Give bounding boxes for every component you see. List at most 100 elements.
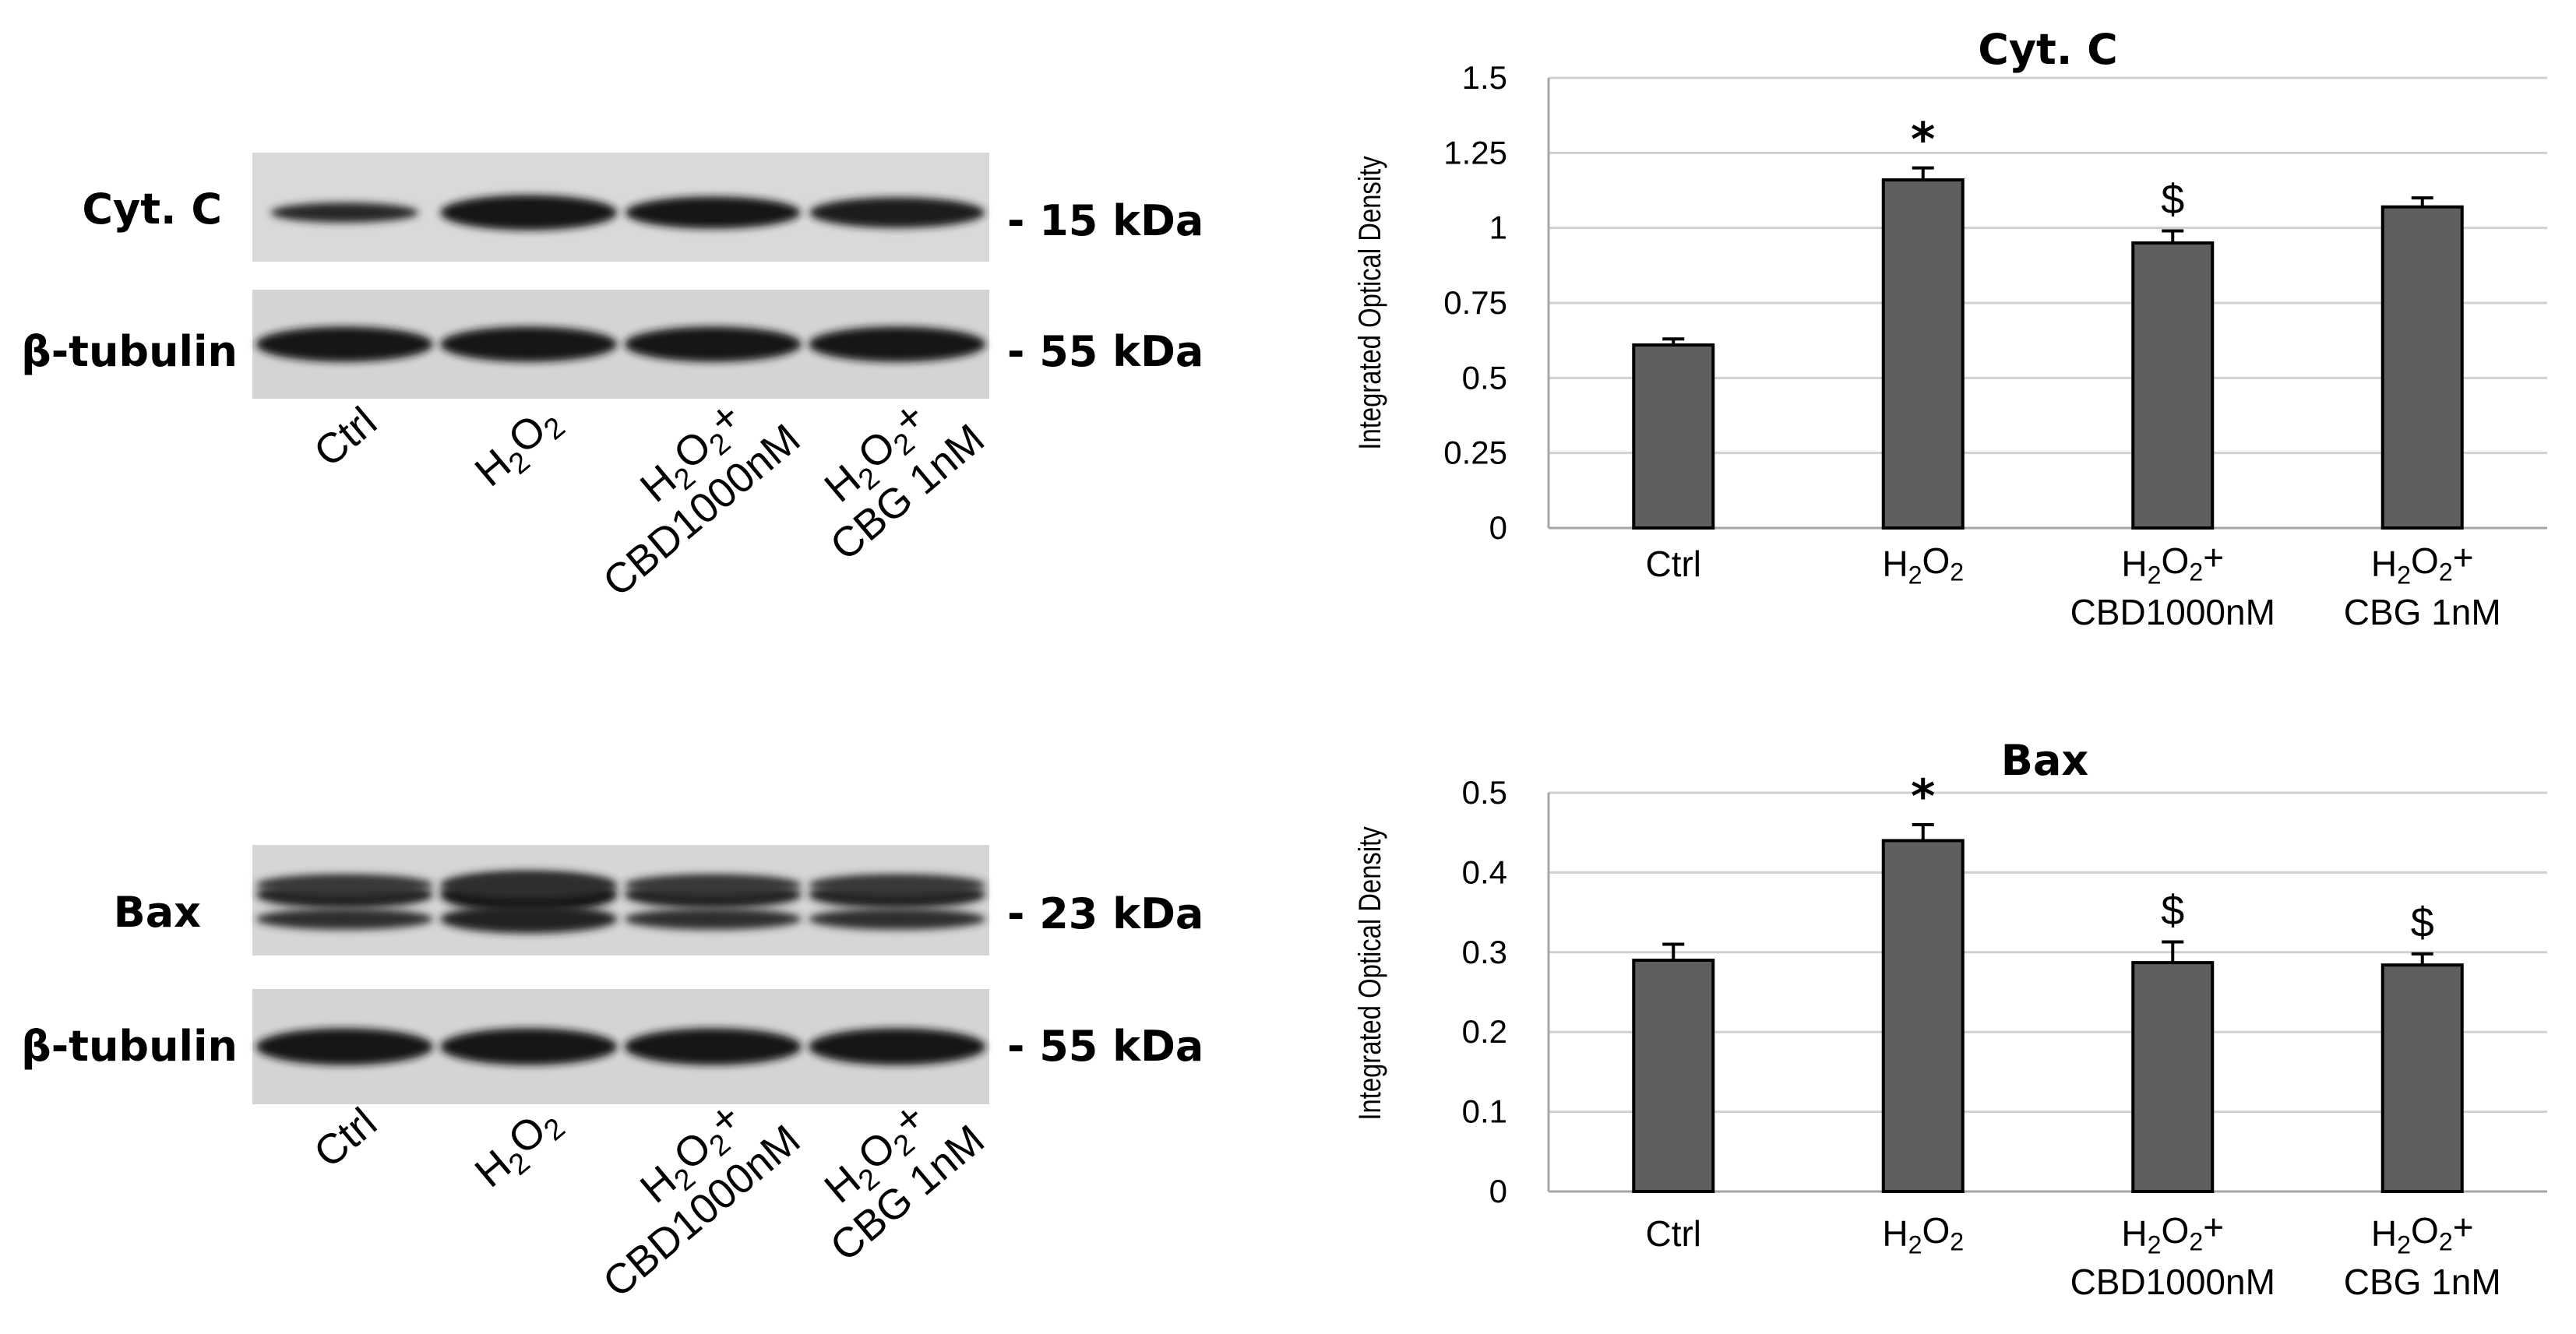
x-tick-label: H2O2+	[2121, 1207, 2224, 1259]
blot-band	[255, 326, 433, 362]
bar	[2380, 205, 2464, 530]
blot-band	[624, 908, 802, 930]
y-tick-label: 1.25	[1443, 134, 1507, 171]
blot-band	[440, 904, 618, 934]
label-text: +	[2203, 537, 2224, 578]
blot-panel-bax: Bax - 23 kDa β-tubulin - 55 kDa Ctrl H2O2…	[21, 845, 1203, 1307]
lane-label: H2O2+CBD1000nM	[594, 392, 809, 606]
label-text: O	[1922, 540, 1950, 581]
kda-label: - 15 kDa	[1007, 196, 1203, 245]
label-subscript: 2	[2189, 558, 2203, 586]
label-text: Ctrl	[1645, 1213, 1701, 1254]
y-tick-label: 0	[1489, 1173, 1507, 1209]
label-subscript: 2	[1908, 561, 1922, 590]
label-text: +	[2453, 1207, 2474, 1248]
lane-label-line1: H2O2	[463, 1096, 573, 1202]
blot-band	[255, 908, 433, 930]
blot-bands-tubulin	[255, 1028, 986, 1065]
x-tick-label-line2: CBG 1nM	[2344, 592, 2501, 632]
blot-band	[809, 1028, 986, 1065]
blot-row-label: Bax	[114, 888, 202, 937]
y-axis-label: Integrated Optical Density	[1352, 826, 1387, 1121]
label-subscript: 2	[2397, 1231, 2411, 1259]
significance-marker: $	[2411, 899, 2434, 946]
label-subscript: 2	[2148, 561, 2162, 590]
bar-chart-bax: Bax Integrated Optical Density 0 0.1 0.2 0.…	[1352, 736, 2547, 1302]
x-tick-label: H2O2+	[2371, 1207, 2474, 1259]
blot-band-upper	[440, 870, 618, 899]
label-text: O	[2162, 540, 2190, 581]
x-tick-label-line2: CBD1000nM	[2070, 1262, 2275, 1302]
significance-marker: *	[1911, 113, 1935, 167]
lane-label: H2O2+CBD1000nM	[594, 1093, 809, 1307]
lane-label-line1: H2O2	[463, 396, 573, 501]
label-text: Ctrl	[305, 398, 386, 476]
lane-label-line1: Ctrl	[305, 1099, 386, 1177]
label-text: +	[2453, 537, 2474, 578]
blot-bands-cytc	[270, 195, 985, 231]
chart-title: Bax	[2001, 736, 2089, 785]
x-tick-label: Ctrl	[1645, 1213, 1701, 1254]
blot-row-label: β-tubulin	[21, 327, 238, 376]
label-text: H	[2121, 1213, 2147, 1254]
blot-band	[440, 1028, 618, 1065]
label-text: +	[2203, 1207, 2224, 1248]
blot-band	[255, 1028, 433, 1065]
label-subscript: 2	[2189, 1228, 2203, 1256]
lane-label-line1: Ctrl	[305, 398, 386, 476]
label-subscript: 2	[2397, 561, 2411, 590]
lane-label: H2O2	[463, 1096, 573, 1202]
label-text: O	[1922, 1210, 1950, 1251]
label-text: O	[2411, 1210, 2439, 1251]
x-tick-label: H2O2+	[2371, 537, 2474, 590]
kda-label: - 23 kDa	[1007, 889, 1203, 938]
significance-marker: $	[2161, 887, 2184, 934]
lane-label: H2O2	[463, 396, 573, 501]
bar	[2131, 961, 2215, 1194]
y-tick-label: 0.1	[1462, 1093, 1507, 1130]
blot-band	[440, 326, 618, 362]
lane-label: Ctrl	[305, 1099, 386, 1177]
label-subscript: 2	[2439, 558, 2453, 586]
label-text: H	[2121, 544, 2147, 584]
label-text: H	[2371, 544, 2397, 584]
label-text: O	[2411, 540, 2439, 581]
label-text: H	[1882, 1213, 1908, 1254]
label-subscript: 2	[2439, 1228, 2453, 1256]
lane-label: H2O2+CBG 1nM	[816, 392, 993, 570]
x-tick-label: Ctrl	[1645, 544, 1701, 584]
label-text: H	[2371, 1213, 2397, 1254]
x-tick-label-line2: CBD1000nM	[2070, 592, 2275, 632]
blot-band	[624, 1028, 802, 1065]
label-subscript: 2	[1908, 1231, 1922, 1259]
y-tick-label: 0.5	[1462, 774, 1507, 811]
blot-band	[625, 196, 801, 229]
blot-band	[809, 908, 986, 930]
y-tick-label: 0.5	[1462, 359, 1507, 396]
blot-band	[809, 197, 985, 228]
bar	[1881, 178, 1965, 530]
label-subscript: 2	[1950, 558, 1964, 586]
label-subscript: 2	[1950, 1228, 1964, 1256]
x-tick-label: H2O2	[1882, 1210, 1964, 1259]
y-tick-label: 0.75	[1443, 284, 1507, 321]
blot-bands-tubulin	[255, 326, 986, 362]
kda-label: - 55 kDa	[1007, 1022, 1203, 1071]
y-tick-label: 0.3	[1462, 934, 1507, 970]
blot-band	[809, 326, 986, 362]
label-subscript: 2	[2148, 1231, 2162, 1259]
y-axis-label: Integrated Optical Density	[1352, 156, 1387, 450]
kda-label: - 55 kDa	[1007, 327, 1203, 376]
bar	[2131, 241, 2215, 530]
y-tick-label: 0.4	[1462, 854, 1507, 890]
bar	[1632, 959, 1715, 1194]
y-tick-label: 1.5	[1462, 59, 1507, 96]
bar	[1881, 839, 1965, 1193]
chart-title: Cyt. C	[1978, 25, 2118, 74]
bar	[1632, 343, 1715, 530]
bar	[2380, 963, 2464, 1193]
y-tick-label: 0.2	[1462, 1013, 1507, 1050]
blot-band	[270, 202, 419, 223]
label-text: H	[1882, 544, 1908, 584]
